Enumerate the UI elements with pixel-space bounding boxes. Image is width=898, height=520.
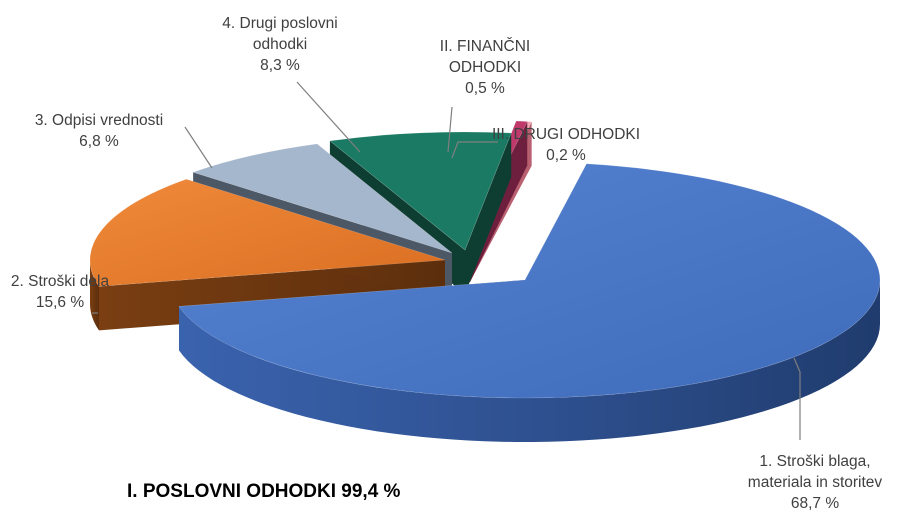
slice-label-line: 3. Odpisi vrednosti xyxy=(35,112,163,129)
slice-label-s4: 4. Drugi poslovni odhodki 8,3 % xyxy=(222,15,337,74)
slice-side xyxy=(178,280,881,443)
leader-line-s3 xyxy=(184,126,213,169)
leader-lines xyxy=(92,81,801,440)
slice-label-s1: 1. Stroški blaga, materiala in storitev 68… xyxy=(748,453,883,512)
leader-line-s6 xyxy=(451,141,498,159)
slice-label-line: 15,6 % xyxy=(36,294,84,311)
slice-label-line: odhodki xyxy=(253,36,307,53)
slice-label-s2: 2. Stroški dela 15,6 % xyxy=(11,273,110,311)
slice-label-line: 1. Stroški blaga, xyxy=(759,453,870,470)
slice-label-line: 68,7 % xyxy=(791,495,839,512)
slice-label-s3: 3. Odpisi vrednosti 6,8 % xyxy=(35,112,163,150)
slice-label-line: 2. Stroški dela xyxy=(11,273,110,290)
slice-label-line: III. DRUGI ODHODKI xyxy=(492,126,640,143)
slice-label-line: ODHODKI xyxy=(449,59,521,76)
slice-label-line: 4. Drugi poslovni xyxy=(222,15,337,32)
pie-slice-s2 xyxy=(89,178,446,331)
slice-label-line: 8,3 % xyxy=(260,57,300,74)
slice-label-s5: II. FINANČNI ODHODKI 0,5 % xyxy=(440,38,530,97)
leader-line-s5 xyxy=(447,106,453,153)
leader-line-s4 xyxy=(296,81,361,153)
slice-top xyxy=(329,131,512,251)
slice-wall xyxy=(465,133,512,294)
slice-label-line: 6,8 % xyxy=(79,133,119,150)
slice-label-s6: III. DRUGI ODHODKI 0,2 % xyxy=(492,126,640,164)
leader-line-s1 xyxy=(793,357,801,440)
group-label: I. POSLOVNI ODHODKI 99,4 % xyxy=(127,481,401,502)
slice-top xyxy=(89,178,446,287)
slice-labels: 1. Stroški blaga, materiala in storitev 68… xyxy=(11,15,883,512)
slice-label-line: materiala in storitev xyxy=(748,474,883,491)
pie-slice-s1 xyxy=(178,163,881,443)
slice-top xyxy=(178,163,881,399)
slice-top xyxy=(192,143,453,254)
slice-label-line: 0,2 % xyxy=(546,147,586,164)
slice-label-line: II. FINANČNI xyxy=(440,38,530,55)
pie-slices xyxy=(89,120,881,443)
slice-label-line: 0,5 % xyxy=(465,80,505,97)
